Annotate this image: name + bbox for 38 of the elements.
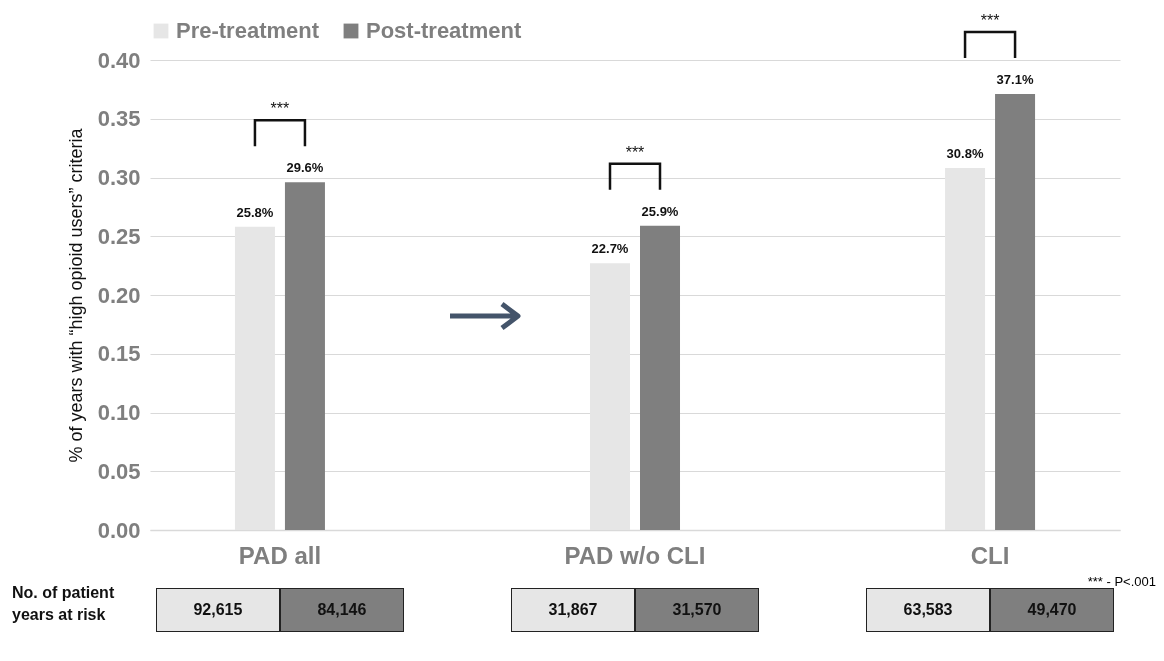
legend-label: Post-treatment (366, 18, 522, 43)
data-label: 30.8% (946, 146, 984, 162)
data-label: 22.7% (591, 241, 629, 257)
annotation: *** (625, 143, 645, 161)
table-cell: 49,470 (990, 588, 1115, 632)
legend-label: Pre-treatment (176, 18, 320, 43)
data-label: 25.8% (236, 204, 274, 220)
data-label: 29.6% (286, 160, 324, 176)
y-tick-label: 0.35 (97, 106, 141, 132)
y-tick-label: 0.15 (97, 341, 141, 367)
y-tick-label: 0.25 (97, 223, 141, 249)
y-tick-label: 0.05 (97, 458, 141, 484)
data-label: 25.9% (641, 203, 679, 219)
table-cell: 92,615 (155, 588, 280, 632)
annotation: *** (270, 100, 290, 118)
x-tick-label: PAD all (238, 541, 322, 569)
text: *** - P<.001 (1087, 574, 1156, 589)
table-cell: 31,867 (511, 588, 635, 632)
bar (284, 182, 325, 530)
y-tick-label: 0.20 (97, 282, 141, 308)
data-label: 37.1% (996, 72, 1034, 88)
bar (589, 263, 630, 530)
y-axis-title: % of years with “high opioid users” criteria (65, 127, 86, 463)
table-cell: 63,583 (866, 588, 991, 632)
text: *** (980, 12, 1000, 30)
bar (995, 94, 1036, 530)
bar (945, 168, 986, 530)
y-tick-label: 0.30 (97, 165, 141, 190)
y-tick-label: 0.10 (97, 400, 141, 425)
table-cell: 84,146 (279, 588, 404, 632)
bar (234, 226, 275, 530)
y-tick-label: 0.40 (97, 47, 141, 73)
y-tick-label: 0.00 (97, 517, 141, 543)
table-cell: 31,570 (635, 588, 759, 632)
x-tick-label: CLI (970, 541, 1010, 569)
x-tick-label: PAD w/o CLI (564, 541, 706, 569)
bar (640, 225, 681, 530)
text: No. of patient years at risk (12, 583, 116, 625)
